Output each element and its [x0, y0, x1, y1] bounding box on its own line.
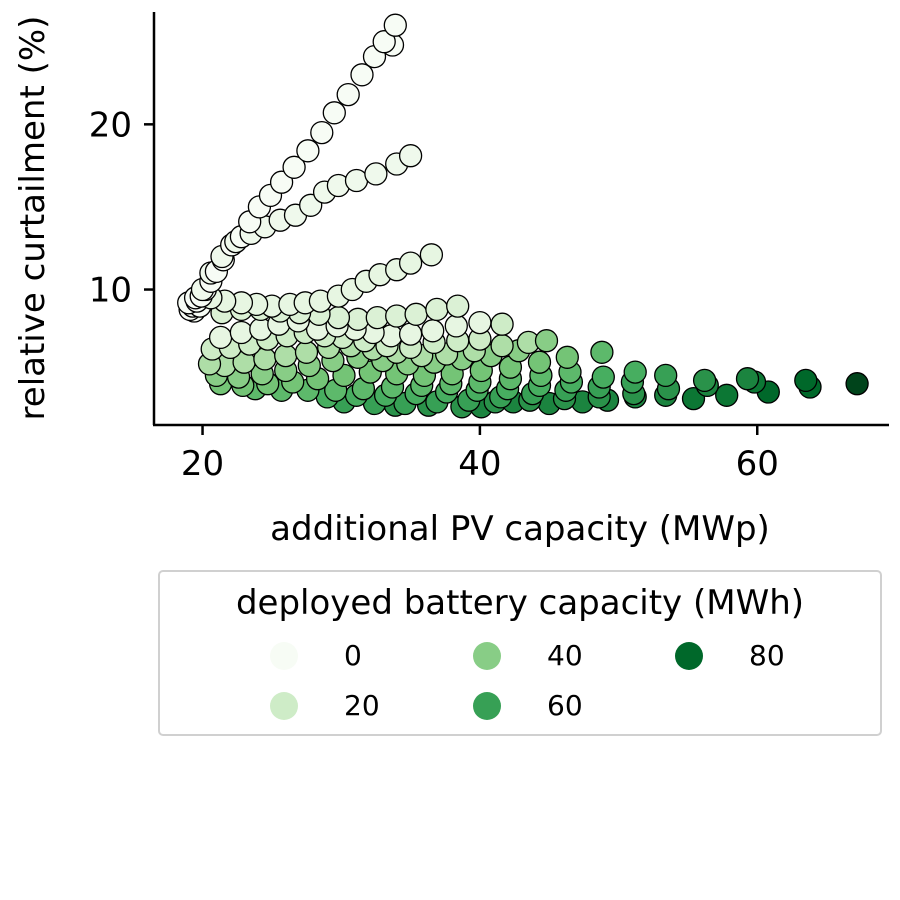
legend-label: 60: [547, 689, 583, 722]
data-point: [446, 294, 470, 318]
data-point: [692, 368, 717, 393]
data-point: [715, 383, 739, 407]
legend-title: deployed battery capacity (MWh): [236, 583, 804, 623]
data-point: [229, 320, 254, 345]
data-point: [269, 170, 294, 194]
data-point: [419, 243, 444, 267]
data-point: [383, 13, 407, 37]
data-points: [177, 13, 869, 419]
y-tick-label: 20: [89, 105, 132, 145]
data-point: [398, 144, 423, 168]
data-point: [326, 305, 351, 330]
data-point: [365, 305, 389, 330]
data-point: [794, 368, 818, 393]
data-point: [590, 340, 614, 364]
legend-marker: [270, 692, 298, 720]
data-point: [274, 343, 298, 368]
data-point: [294, 340, 319, 364]
data-point: [591, 365, 615, 389]
data-point: [296, 139, 320, 163]
data-point: [350, 63, 374, 87]
x-tick-label: 60: [736, 444, 779, 484]
data-point: [322, 101, 346, 125]
data-point: [310, 120, 334, 145]
data-point: [421, 319, 445, 343]
x-tick-label: 40: [458, 444, 501, 484]
data-point: [208, 325, 233, 350]
data-point: [654, 363, 678, 388]
data-point: [468, 310, 492, 335]
data-point: [344, 168, 369, 193]
data-point: [425, 297, 449, 322]
data-point: [555, 345, 579, 369]
legend-marker: [675, 642, 703, 670]
data-point: [385, 304, 409, 328]
legend-frame: [158, 570, 882, 736]
legend-marker: [270, 642, 298, 670]
y-tick-label: 10: [89, 271, 132, 311]
data-point: [346, 307, 370, 331]
data-point: [527, 350, 552, 374]
data-point: [490, 312, 514, 336]
data-point: [398, 251, 423, 275]
data-point: [336, 82, 360, 107]
data-point: [845, 372, 869, 396]
data-point: [364, 162, 388, 186]
x-axis-title: additional PV capacity (MWp): [270, 509, 770, 549]
y-axis-ticks: 10 20: [89, 105, 154, 311]
data-point: [735, 367, 760, 391]
data-point: [282, 155, 306, 179]
legend-label: 20: [344, 689, 380, 722]
data-point: [534, 329, 559, 353]
data-point: [444, 314, 468, 338]
data-point: [404, 302, 428, 326]
legend-entries: 0 20 40 60 80: [270, 639, 785, 722]
y-axis-title: relative curtailment (%): [13, 16, 53, 421]
data-point: [623, 360, 647, 384]
data-point: [398, 322, 423, 346]
legend-label: 0: [344, 639, 362, 672]
legend-marker: [473, 692, 501, 720]
legend-marker: [473, 642, 501, 670]
legend: deployed battery capacity (MWh) 0 20 40 60 8…: [158, 570, 882, 736]
legend-label: 40: [547, 639, 583, 672]
x-axis-ticks: 20 40 60: [181, 425, 779, 484]
legend-label: 80: [749, 639, 785, 672]
data-point: [372, 30, 396, 54]
x-tick-label: 20: [181, 444, 224, 484]
data-point: [490, 334, 514, 358]
